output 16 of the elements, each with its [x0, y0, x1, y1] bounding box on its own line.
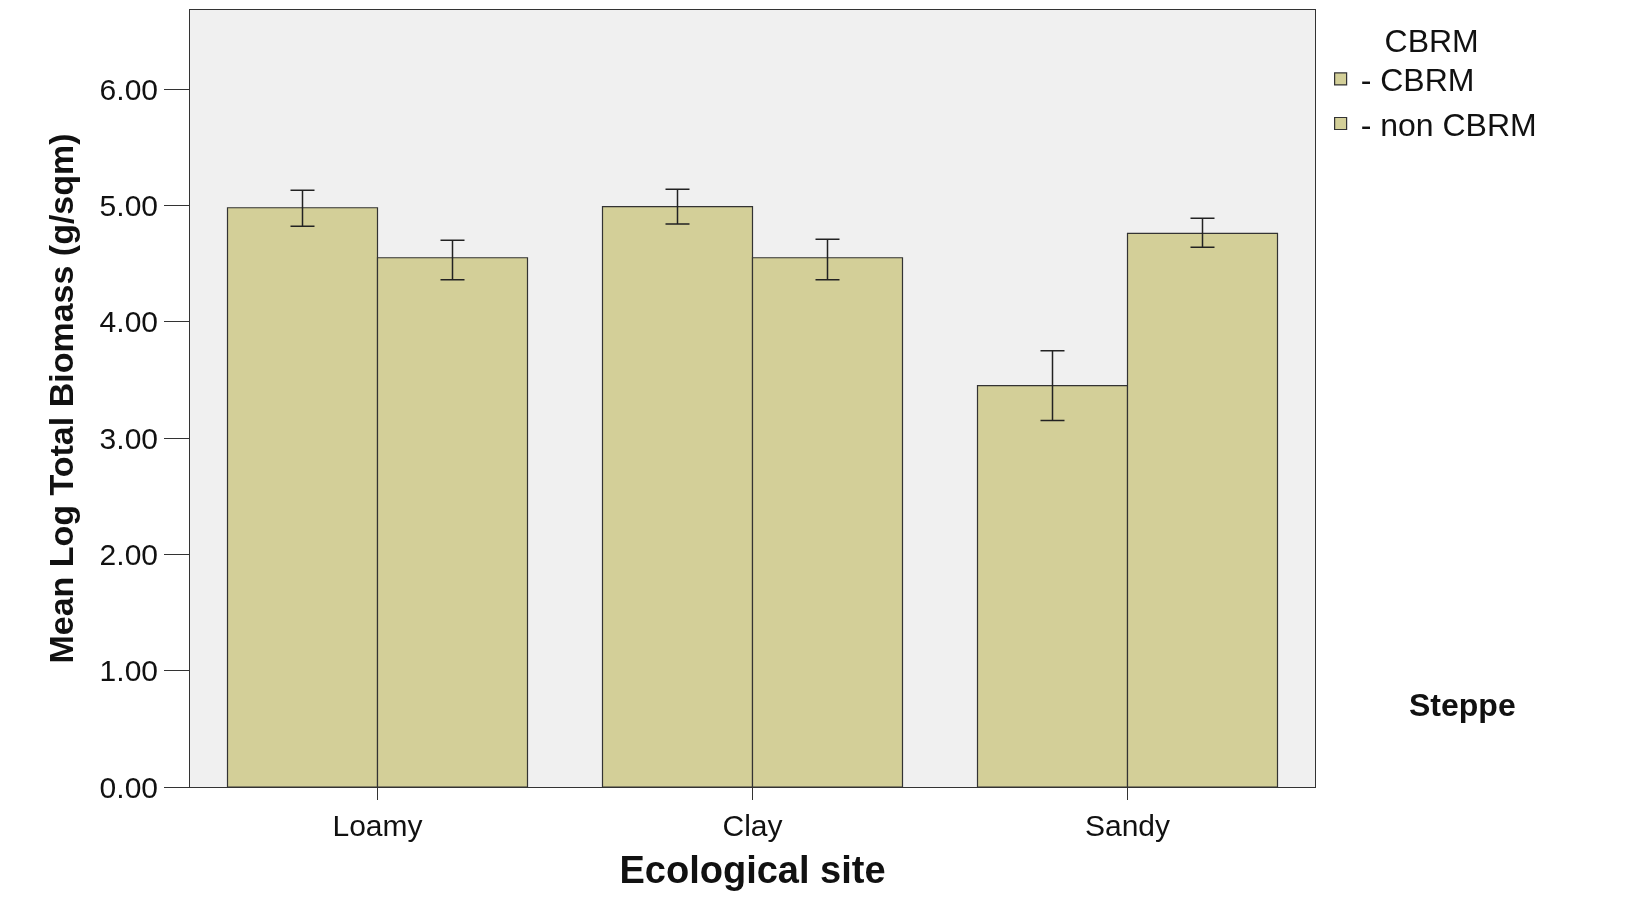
- legend-title: CBRM: [1384, 22, 1479, 59]
- legend-label: - CBRM: [1360, 62, 1475, 99]
- y-tick-label: 3.00: [99, 421, 158, 455]
- x-axis-title: Ecological site: [619, 849, 886, 892]
- y-axis-title: Mean Log Total Biomass (g/sqm): [42, 133, 81, 664]
- legend-label: - non CBRM: [1360, 106, 1537, 143]
- y-tick-label: 2.00: [99, 537, 158, 571]
- y-tick-label: 0.00: [99, 770, 158, 804]
- y-tick-label: 6.00: [99, 72, 158, 106]
- y-tick-label: 4.00: [99, 305, 158, 339]
- x-tick-label: Clay: [722, 809, 783, 842]
- y-tick-label: 5.00: [99, 188, 158, 222]
- x-tick-label: Loamy: [332, 809, 423, 842]
- y-tick-label: 1.00: [99, 654, 158, 688]
- text: Steppe: [1409, 687, 1516, 723]
- x-tick-label: Sandy: [1084, 809, 1171, 842]
